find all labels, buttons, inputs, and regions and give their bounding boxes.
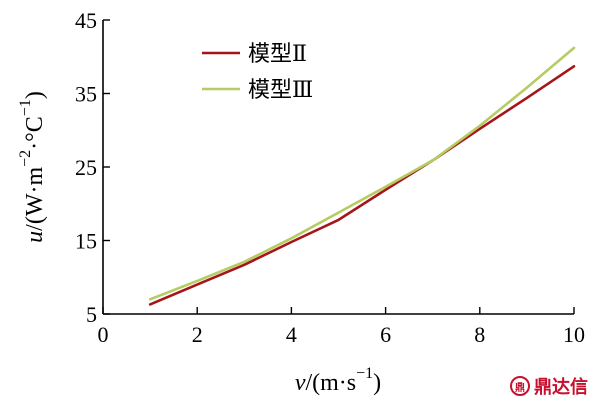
x-tick-label: 2 (192, 322, 203, 347)
series-line-2 (148, 46, 576, 301)
y-tick-label: 35 (75, 82, 97, 107)
axis-ticks: 0 2 4 6 8 10 5 15 25 35 45 (75, 8, 585, 347)
x-tick-label: 8 (474, 322, 485, 347)
y-tick-label: 45 (75, 8, 97, 33)
y-axis-title: u/(W·m−2·°C−1) (17, 91, 48, 243)
axis-labels: v/(m·s−1) u/(W·m−2·°C−1) (17, 91, 381, 396)
y-tick-label: 15 (75, 229, 97, 254)
legend-label-1: 模型Ⅱ (248, 42, 307, 67)
watermark: 鼎 鼎达信 (510, 373, 588, 399)
legend-label-2: 模型Ⅲ (248, 78, 313, 103)
x-tick-label: 4 (286, 322, 297, 347)
y-tick-label: 5 (86, 302, 97, 327)
x-tick-label: 10 (563, 322, 585, 347)
series-line-1 (148, 65, 576, 306)
plot-frame (102, 20, 574, 315)
watermark-text: 鼎达信 (534, 377, 588, 398)
legend: 模型Ⅱ 模型Ⅲ (202, 42, 313, 103)
dingdaxin-logo-icon: 鼎 (510, 376, 530, 396)
x-tick-label: 6 (380, 322, 391, 347)
y-tick-label: 25 (75, 155, 97, 180)
x-tick-label: 0 (98, 322, 109, 347)
x-axis-title: v/(m·s−1) (295, 365, 381, 396)
series-lines (148, 46, 576, 306)
